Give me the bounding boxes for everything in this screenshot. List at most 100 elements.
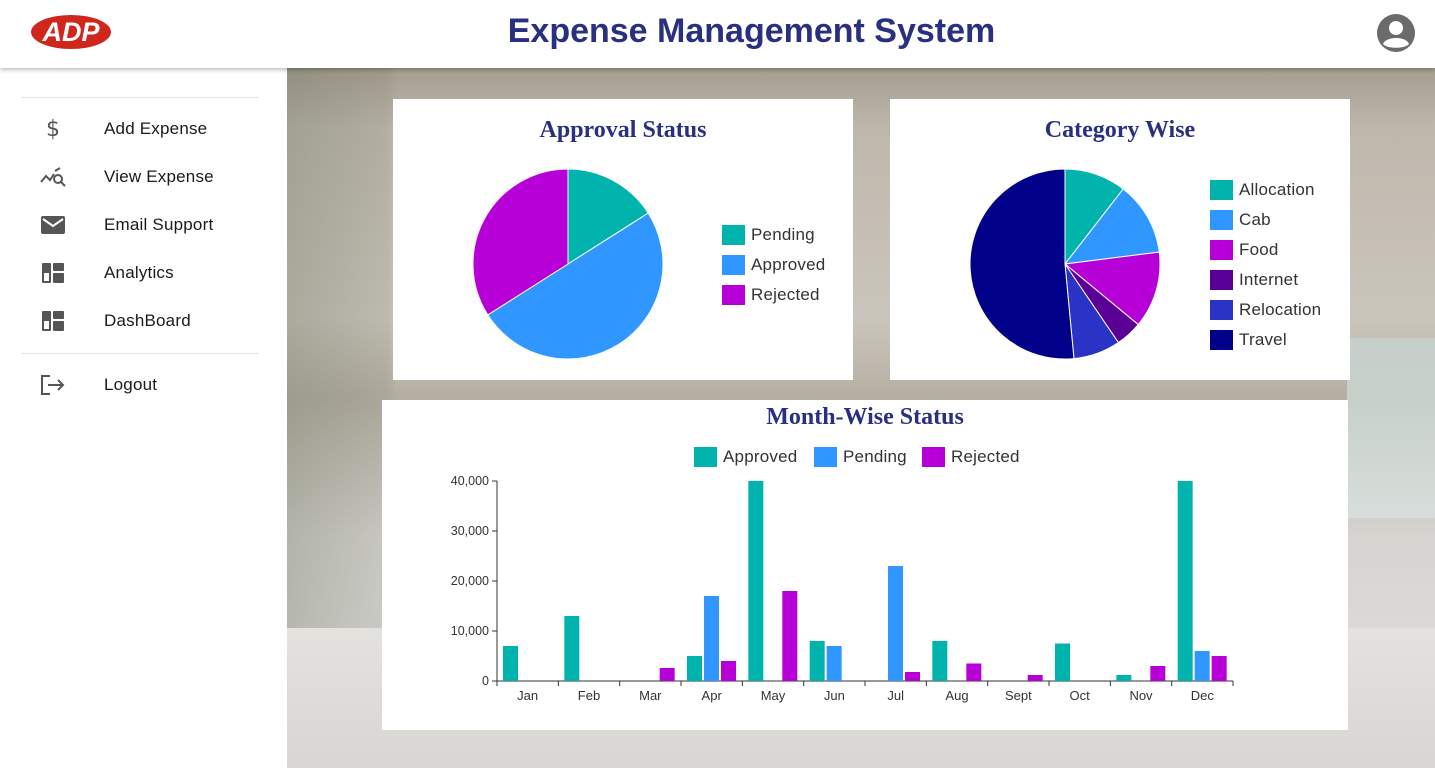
sidebar-divider — [21, 353, 259, 354]
bar-pending-dec[interactable] — [1194, 651, 1210, 681]
bar-approved-dec[interactable] — [1177, 481, 1193, 681]
bar-approved-jun[interactable] — [809, 641, 825, 681]
bar-rejected-sept[interactable] — [1027, 675, 1043, 681]
x-tick-label: Apr — [702, 688, 723, 703]
bar-pending-jun[interactable] — [826, 646, 842, 681]
bar-rejected-nov[interactable] — [1150, 666, 1166, 681]
sidebar-item-label: View Expense — [104, 167, 214, 186]
sidebar-item-view-expense[interactable]: View Expense — [21, 157, 259, 197]
category-wise-card: Category Wise Allocation Cab Food Intern… — [890, 99, 1350, 380]
approval-status-card: Approval Status Pending Approved Rejecte… — [393, 99, 853, 380]
logo-text: ADP — [41, 17, 100, 47]
category-wise-pie — [969, 168, 1161, 360]
bar-rejected-aug[interactable] — [966, 663, 982, 682]
pie-slice-pending[interactable] — [567, 168, 649, 265]
main-content: Approval Status Pending Approved Rejecte… — [287, 68, 1435, 768]
sidebar-item-email-support[interactable]: Email Support — [21, 205, 259, 245]
legend-label: Pending — [843, 447, 907, 466]
x-tick-label: Jun — [824, 688, 845, 703]
month-wise-bar-chart: 0 10,000 20,000 30,000 40,000 Jan Feb Mar Apr May… — [451, 474, 1234, 703]
x-tick-label: Jan — [517, 688, 538, 703]
x-tick-label: Dec — [1191, 688, 1215, 703]
x-tick-label: Feb — [578, 688, 600, 703]
pie-slice-food[interactable] — [1063, 251, 1161, 326]
category-wise-title: Category Wise — [1044, 117, 1196, 143]
legend-label: Cab — [1239, 210, 1271, 229]
bar-rejected-dec[interactable] — [1211, 656, 1227, 681]
pie-slice-approved[interactable] — [487, 212, 664, 360]
legend-label: Allocation — [1239, 180, 1315, 199]
sidebar-item-label: Add Expense — [104, 119, 208, 138]
y-tick-label: 0 — [482, 674, 489, 688]
sidebar-divider — [21, 97, 259, 98]
legend-label: Rejected — [751, 285, 820, 304]
legend-swatch — [1210, 300, 1233, 320]
legend-label: Relocation — [1239, 300, 1322, 319]
legend-label: Approved — [751, 255, 826, 274]
legend-swatch — [814, 447, 837, 467]
x-tick-label: Nov — [1129, 688, 1153, 703]
legend-label: Food — [1239, 240, 1279, 259]
x-tick-label: May — [761, 688, 786, 703]
y-tick-label: 40,000 — [451, 474, 489, 488]
bar-approved-aug[interactable] — [932, 641, 948, 681]
bar-approved-feb[interactable] — [564, 616, 580, 681]
logout-icon — [39, 373, 67, 397]
y-tick-label: 20,000 — [451, 574, 489, 588]
legend-swatch — [722, 285, 745, 305]
legend-label: Internet — [1239, 270, 1299, 289]
legend-swatch — [1210, 240, 1233, 260]
dollar-icon: $ — [46, 116, 60, 142]
bar-pending-apr[interactable] — [704, 596, 719, 681]
month-wise-title: Month-Wise Status — [766, 404, 964, 430]
bar-approved-jan[interactable] — [503, 646, 518, 681]
legend-swatch — [1210, 180, 1233, 200]
legend-swatch — [1210, 270, 1233, 290]
bar-pending-jul[interactable] — [888, 566, 903, 681]
pie-slice-rejected[interactable] — [472, 168, 569, 316]
legend-swatch — [922, 447, 945, 467]
x-tick-label: Oct — [1070, 688, 1091, 703]
bar-approved-apr[interactable] — [687, 656, 702, 681]
sidebar-item-label: Logout — [104, 375, 158, 394]
logout-button[interactable]: Logout — [21, 365, 259, 405]
legend-label: Approved — [723, 447, 798, 466]
x-tick-label: Mar — [639, 688, 662, 703]
legend-swatch — [722, 225, 745, 245]
bar-approved-nov[interactable] — [1116, 675, 1132, 681]
legend-swatch — [1210, 330, 1233, 350]
approval-status-title: Approval Status — [539, 117, 707, 143]
mail-icon — [39, 213, 67, 237]
x-tick-label: Aug — [945, 688, 968, 703]
bar-rejected-may[interactable] — [782, 591, 798, 681]
adp-logo[interactable]: ADP — [30, 14, 112, 50]
pie-slice-cab[interactable] — [1063, 188, 1160, 265]
legend-label: Rejected — [951, 447, 1020, 466]
month-wise-card: Month-Wise Status Approved Pending Rejec… — [382, 400, 1348, 730]
x-tick-label: Jul — [887, 688, 904, 703]
sidebar-item-label: DashBoard — [104, 311, 191, 330]
legend-label: Travel — [1239, 330, 1287, 349]
sidebar-item-label: Analytics — [104, 263, 174, 282]
bar-rejected-jul[interactable] — [905, 672, 920, 681]
bar-rejected-mar[interactable] — [659, 668, 675, 681]
bar-approved-oct[interactable] — [1055, 643, 1070, 682]
background-window — [1347, 338, 1435, 518]
sidebar-item-add-expense[interactable]: $ Add Expense — [21, 109, 259, 149]
approval-status-pie — [472, 168, 664, 360]
chart-search-icon — [39, 165, 67, 189]
account-icon[interactable] — [1376, 13, 1416, 53]
page-title: Expense Management System — [507, 12, 996, 50]
legend-swatch — [1210, 210, 1233, 230]
dashboard-icon — [39, 309, 67, 333]
sidebar-item-analytics[interactable]: Analytics — [21, 253, 259, 293]
sidebar: $ Add Expense View Expense Email Support — [0, 68, 287, 768]
sidebar-item-dashboard[interactable]: DashBoard — [21, 301, 259, 341]
pie-slice-travel[interactable] — [969, 168, 1075, 360]
dashboard-icon — [39, 261, 67, 285]
legend-swatch — [694, 447, 717, 467]
x-tick-label: Sept — [1005, 688, 1032, 703]
bar-approved-may[interactable] — [748, 481, 764, 681]
y-tick-label: 30,000 — [451, 524, 489, 538]
bar-rejected-apr[interactable] — [721, 661, 736, 681]
